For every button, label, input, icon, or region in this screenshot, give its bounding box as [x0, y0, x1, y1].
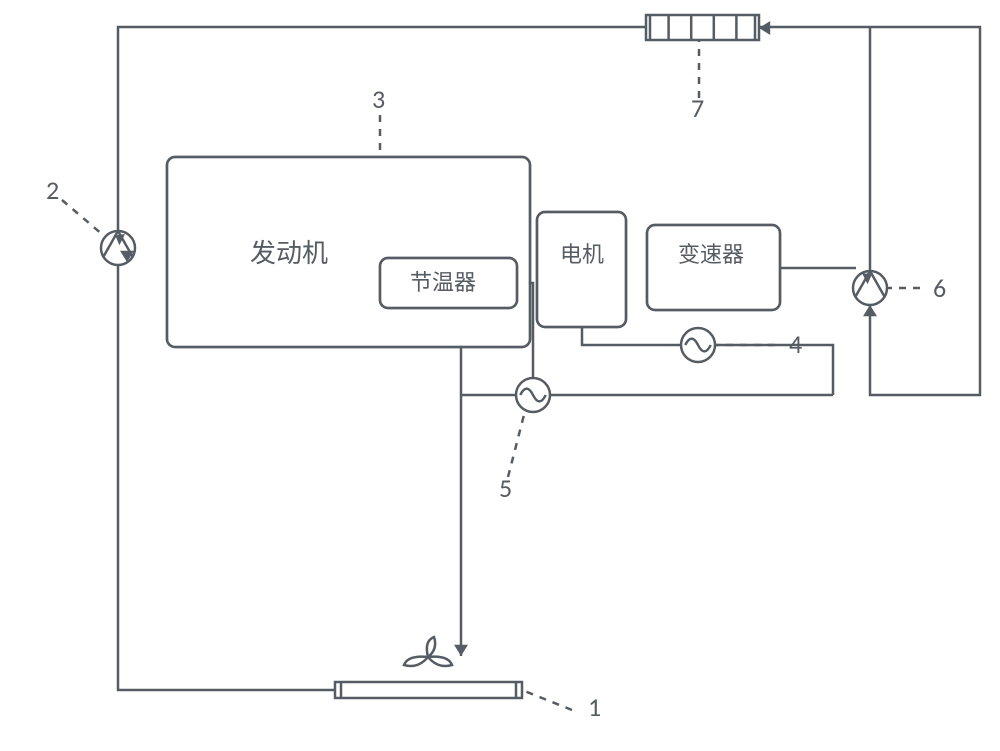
- label-thermostat: 节温器: [410, 270, 476, 295]
- box-bg-motor: [538, 213, 624, 325]
- callout-number-2: 2: [46, 174, 59, 206]
- callout-number-4: 4: [789, 328, 802, 360]
- arrowhead: [454, 645, 468, 656]
- arrowhead: [759, 21, 770, 35]
- callout-number-1: 1: [588, 691, 601, 723]
- callout-number-6: 6: [933, 272, 946, 304]
- label-gearbox: 变速器: [678, 242, 744, 267]
- heat-exchanger-5-wave: [520, 389, 546, 402]
- leader-1: [522, 690, 572, 710]
- callout-number-5: 5: [499, 472, 512, 504]
- callout-number-3: 3: [372, 83, 385, 115]
- radiator-7: [646, 15, 759, 40]
- pipe-4_to_6: [715, 345, 833, 395]
- arrowhead: [863, 305, 877, 316]
- box-bg-engine: [168, 158, 528, 345]
- label-engine: 发动机: [250, 238, 328, 268]
- callout-number-7: 7: [691, 92, 704, 124]
- leader-2: [62, 200, 103, 235]
- label-motor: 电机: [560, 242, 604, 267]
- radiator-1: [335, 682, 522, 698]
- pipe-motor_to_4: [582, 327, 681, 345]
- fan-icon: [404, 637, 452, 666]
- leader-5: [508, 411, 525, 477]
- box-bg-gearbox: [648, 226, 778, 308]
- heat-exchanger-4-wave: [685, 339, 711, 352]
